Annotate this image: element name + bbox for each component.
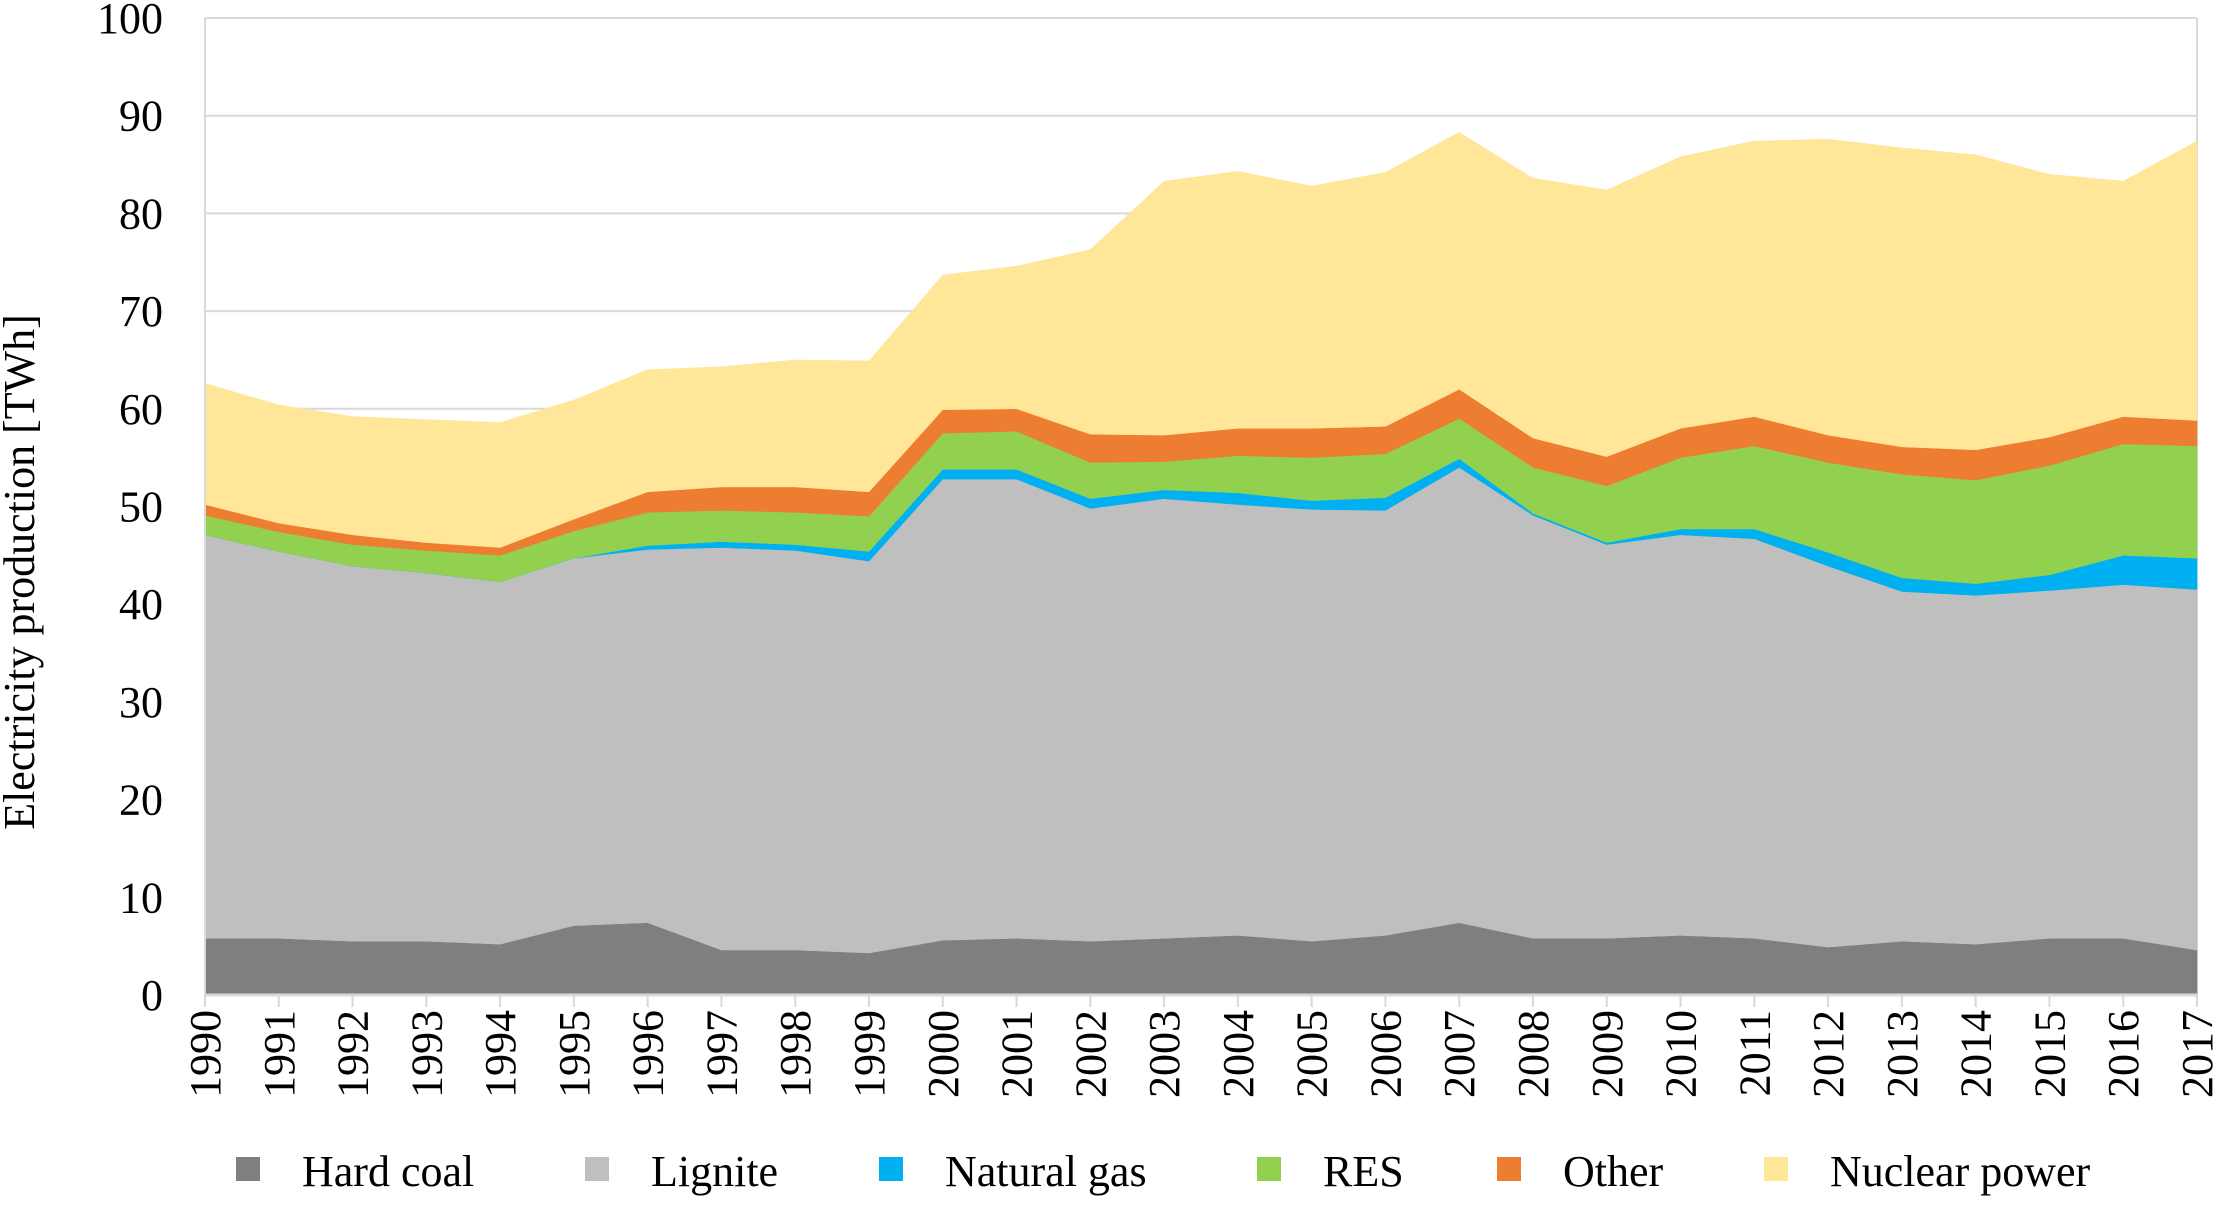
x-tick-label: 2010 bbox=[1657, 1010, 1706, 1098]
y-tick-label: 100 bbox=[97, 0, 163, 43]
x-tick-label: 1999 bbox=[845, 1010, 894, 1098]
y-axis-title: Electricity production [TWh] bbox=[0, 314, 44, 830]
legend-swatch-res bbox=[1257, 1157, 1281, 1181]
y-tick-label: 60 bbox=[119, 385, 163, 434]
x-tick-label: 2003 bbox=[1140, 1010, 1189, 1098]
x-tick-label: 1993 bbox=[402, 1010, 451, 1098]
legend-label-res: RES bbox=[1323, 1147, 1404, 1196]
x-tick-label: 1995 bbox=[550, 1010, 599, 1098]
legend-label-lignite: Lignite bbox=[651, 1147, 778, 1196]
x-tick-label: 2012 bbox=[1804, 1010, 1853, 1098]
y-tick-label: 70 bbox=[119, 287, 163, 336]
x-tick-label: 1991 bbox=[255, 1010, 304, 1098]
legend-label-nuclear-power: Nuclear power bbox=[1830, 1147, 2091, 1196]
x-tick-label: 1994 bbox=[476, 1010, 525, 1098]
legend-swatch-other bbox=[1497, 1157, 1521, 1181]
x-tick-label: 2011 bbox=[1730, 1010, 1779, 1096]
x-tick-label: 1997 bbox=[697, 1010, 746, 1098]
x-tick-label: 2015 bbox=[2025, 1010, 2074, 1098]
y-tick-label: 10 bbox=[119, 873, 163, 922]
x-tick-label: 1998 bbox=[771, 1010, 820, 1098]
x-tick-label: 2007 bbox=[1435, 1010, 1484, 1098]
legend-swatch-nuclear-power bbox=[1764, 1157, 1788, 1181]
x-tick-label: 1996 bbox=[624, 1010, 673, 1098]
axes bbox=[204, 18, 2198, 1007]
x-tick-label: 2004 bbox=[1214, 1010, 1263, 1098]
x-tick-label: 2005 bbox=[1288, 1010, 1337, 1098]
y-tick-label: 30 bbox=[119, 678, 163, 727]
y-tick-label: 40 bbox=[119, 580, 163, 629]
y-tick-label: 0 bbox=[141, 971, 163, 1020]
y-tick-label: 80 bbox=[119, 189, 163, 238]
legend-label-other: Other bbox=[1563, 1147, 1664, 1196]
x-tick-label: 2000 bbox=[919, 1010, 968, 1098]
x-axis-ticks: 1990 1991 1992 1993 1994 1995 1996 1997 1998 1999… bbox=[181, 1010, 2215, 1098]
legend-label-natural-gas: Natural gas bbox=[945, 1147, 1147, 1196]
y-tick-label: 50 bbox=[119, 483, 163, 532]
x-tick-label: 1992 bbox=[329, 1010, 378, 1098]
area-series bbox=[204, 132, 2198, 996]
x-tick-label: 2013 bbox=[1878, 1010, 1927, 1098]
y-axis-ticks: 0 10 20 30 40 50 60 70 80 90 100 bbox=[97, 0, 163, 1020]
area-nuclear-power bbox=[204, 132, 2198, 548]
x-tick-label: 2017 bbox=[2173, 1010, 2215, 1098]
x-tick-label: 2006 bbox=[1361, 1010, 1410, 1098]
x-tick-label: 1990 bbox=[181, 1010, 230, 1098]
x-tick-label: 2001 bbox=[993, 1010, 1042, 1098]
x-tick-label: 2016 bbox=[2099, 1010, 2148, 1098]
legend-swatch-lignite bbox=[585, 1157, 609, 1181]
legend-swatch-hard-coal bbox=[236, 1157, 260, 1181]
legend-swatch-natural-gas bbox=[879, 1157, 903, 1181]
x-tick-label: 2009 bbox=[1583, 1010, 1632, 1098]
x-tick-label: 2014 bbox=[1952, 1010, 2001, 1098]
y-tick-label: 90 bbox=[119, 92, 163, 141]
y-tick-label: 20 bbox=[119, 776, 163, 825]
x-tick-label: 2002 bbox=[1066, 1010, 1115, 1098]
legend-label-hard-coal: Hard coal bbox=[302, 1147, 474, 1196]
legend: Hard coal Lignite Natural gas RES Other Nucle… bbox=[236, 1147, 2091, 1196]
x-tick-label: 2008 bbox=[1509, 1010, 1558, 1098]
